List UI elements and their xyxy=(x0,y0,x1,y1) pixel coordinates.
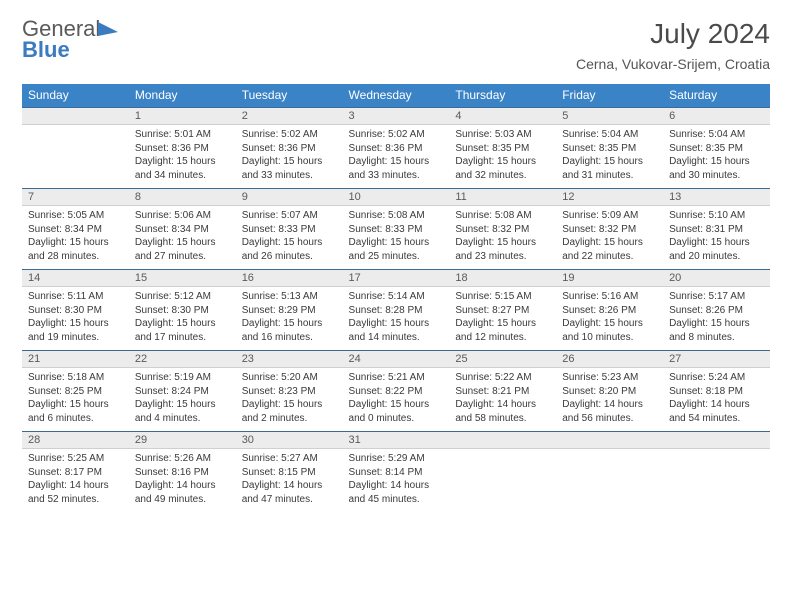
week-4-daynums: 21 22 23 24 25 26 27 xyxy=(22,351,770,368)
day-details xyxy=(22,125,129,189)
day-number: 14 xyxy=(22,270,129,287)
day-number: 15 xyxy=(129,270,236,287)
week-1-details: Sunrise: 5:01 AMSunset: 8:36 PMDaylight:… xyxy=(22,125,770,189)
day-details: Sunrise: 5:14 AMSunset: 8:28 PMDaylight:… xyxy=(343,287,450,351)
day-details: Sunrise: 5:10 AMSunset: 8:31 PMDaylight:… xyxy=(663,206,770,270)
day-details: Sunrise: 5:20 AMSunset: 8:23 PMDaylight:… xyxy=(236,368,343,432)
day-details: Sunrise: 5:16 AMSunset: 8:26 PMDaylight:… xyxy=(556,287,663,351)
day-number: 8 xyxy=(129,189,236,206)
location-label: Cerna, Vukovar-Srijem, Croatia xyxy=(576,56,770,72)
day-details xyxy=(556,449,663,513)
day-details: Sunrise: 5:02 AMSunset: 8:36 PMDaylight:… xyxy=(236,125,343,189)
dow-sunday: Sunday xyxy=(22,84,129,108)
day-number: 23 xyxy=(236,351,343,368)
day-details: Sunrise: 5:07 AMSunset: 8:33 PMDaylight:… xyxy=(236,206,343,270)
day-number: 9 xyxy=(236,189,343,206)
day-details: Sunrise: 5:18 AMSunset: 8:25 PMDaylight:… xyxy=(22,368,129,432)
month-title: July 2024 xyxy=(576,18,770,50)
day-number: 24 xyxy=(343,351,450,368)
day-details: Sunrise: 5:04 AMSunset: 8:35 PMDaylight:… xyxy=(556,125,663,189)
week-5-details: Sunrise: 5:25 AMSunset: 8:17 PMDaylight:… xyxy=(22,449,770,513)
day-details: Sunrise: 5:06 AMSunset: 8:34 PMDaylight:… xyxy=(129,206,236,270)
day-details: Sunrise: 5:26 AMSunset: 8:16 PMDaylight:… xyxy=(129,449,236,513)
day-number: 12 xyxy=(556,189,663,206)
day-details: Sunrise: 5:15 AMSunset: 8:27 PMDaylight:… xyxy=(449,287,556,351)
day-number xyxy=(663,432,770,449)
day-details: Sunrise: 5:03 AMSunset: 8:35 PMDaylight:… xyxy=(449,125,556,189)
day-number: 4 xyxy=(449,108,556,125)
day-number: 1 xyxy=(129,108,236,125)
day-number: 17 xyxy=(343,270,450,287)
day-number: 26 xyxy=(556,351,663,368)
day-number: 10 xyxy=(343,189,450,206)
day-number: 31 xyxy=(343,432,450,449)
day-number: 16 xyxy=(236,270,343,287)
day-details: Sunrise: 5:17 AMSunset: 8:26 PMDaylight:… xyxy=(663,287,770,351)
dow-wednesday: Wednesday xyxy=(343,84,450,108)
day-number: 22 xyxy=(129,351,236,368)
week-2-details: Sunrise: 5:05 AMSunset: 8:34 PMDaylight:… xyxy=(22,206,770,270)
day-details: Sunrise: 5:13 AMSunset: 8:29 PMDaylight:… xyxy=(236,287,343,351)
day-number: 27 xyxy=(663,351,770,368)
day-details: Sunrise: 5:08 AMSunset: 8:32 PMDaylight:… xyxy=(449,206,556,270)
day-number: 3 xyxy=(343,108,450,125)
dow-monday: Monday xyxy=(129,84,236,108)
week-3-daynums: 14 15 16 17 18 19 20 xyxy=(22,270,770,287)
dow-thursday: Thursday xyxy=(449,84,556,108)
day-details: Sunrise: 5:24 AMSunset: 8:18 PMDaylight:… xyxy=(663,368,770,432)
week-5-daynums: 28 29 30 31 xyxy=(22,432,770,449)
day-number xyxy=(449,432,556,449)
day-number: 21 xyxy=(22,351,129,368)
day-details: Sunrise: 5:08 AMSunset: 8:33 PMDaylight:… xyxy=(343,206,450,270)
day-details xyxy=(449,449,556,513)
day-number: 7 xyxy=(22,189,129,206)
day-number: 13 xyxy=(663,189,770,206)
day-number: 29 xyxy=(129,432,236,449)
day-number xyxy=(22,108,129,125)
day-number: 5 xyxy=(556,108,663,125)
day-number: 2 xyxy=(236,108,343,125)
day-details: Sunrise: 5:23 AMSunset: 8:20 PMDaylight:… xyxy=(556,368,663,432)
day-details xyxy=(663,449,770,513)
day-details: Sunrise: 5:12 AMSunset: 8:30 PMDaylight:… xyxy=(129,287,236,351)
day-number: 20 xyxy=(663,270,770,287)
week-4-details: Sunrise: 5:18 AMSunset: 8:25 PMDaylight:… xyxy=(22,368,770,432)
day-details: Sunrise: 5:19 AMSunset: 8:24 PMDaylight:… xyxy=(129,368,236,432)
day-details: Sunrise: 5:25 AMSunset: 8:17 PMDaylight:… xyxy=(22,449,129,513)
week-3-details: Sunrise: 5:11 AMSunset: 8:30 PMDaylight:… xyxy=(22,287,770,351)
title-block: July 2024 Cerna, Vukovar-Srijem, Croatia xyxy=(576,18,770,72)
day-details: Sunrise: 5:27 AMSunset: 8:15 PMDaylight:… xyxy=(236,449,343,513)
week-2-daynums: 7 8 9 10 11 12 13 xyxy=(22,189,770,206)
day-number xyxy=(556,432,663,449)
day-number: 25 xyxy=(449,351,556,368)
day-number: 6 xyxy=(663,108,770,125)
dow-friday: Friday xyxy=(556,84,663,108)
day-details: Sunrise: 5:05 AMSunset: 8:34 PMDaylight:… xyxy=(22,206,129,270)
day-number: 11 xyxy=(449,189,556,206)
dow-tuesday: Tuesday xyxy=(236,84,343,108)
week-1-daynums: 1 2 3 4 5 6 xyxy=(22,108,770,125)
dow-saturday: Saturday xyxy=(663,84,770,108)
logo-triangle-icon xyxy=(98,22,118,36)
logo-text-block: General Blue xyxy=(22,18,118,61)
logo-word-blue: Blue xyxy=(22,39,118,61)
day-details: Sunrise: 5:21 AMSunset: 8:22 PMDaylight:… xyxy=(343,368,450,432)
day-number: 19 xyxy=(556,270,663,287)
calendar-page: General Blue July 2024 Cerna, Vukovar-Sr… xyxy=(0,0,792,612)
brand-logo: General Blue xyxy=(22,18,118,61)
day-details: Sunrise: 5:09 AMSunset: 8:32 PMDaylight:… xyxy=(556,206,663,270)
day-details: Sunrise: 5:01 AMSunset: 8:36 PMDaylight:… xyxy=(129,125,236,189)
day-number: 18 xyxy=(449,270,556,287)
day-details: Sunrise: 5:11 AMSunset: 8:30 PMDaylight:… xyxy=(22,287,129,351)
day-of-week-row: Sunday Monday Tuesday Wednesday Thursday… xyxy=(22,84,770,108)
day-number: 28 xyxy=(22,432,129,449)
day-number: 30 xyxy=(236,432,343,449)
day-details: Sunrise: 5:04 AMSunset: 8:35 PMDaylight:… xyxy=(663,125,770,189)
day-details: Sunrise: 5:02 AMSunset: 8:36 PMDaylight:… xyxy=(343,125,450,189)
day-details: Sunrise: 5:29 AMSunset: 8:14 PMDaylight:… xyxy=(343,449,450,513)
page-header: General Blue July 2024 Cerna, Vukovar-Sr… xyxy=(22,18,770,72)
day-details: Sunrise: 5:22 AMSunset: 8:21 PMDaylight:… xyxy=(449,368,556,432)
calendar-table: Sunday Monday Tuesday Wednesday Thursday… xyxy=(22,84,770,513)
